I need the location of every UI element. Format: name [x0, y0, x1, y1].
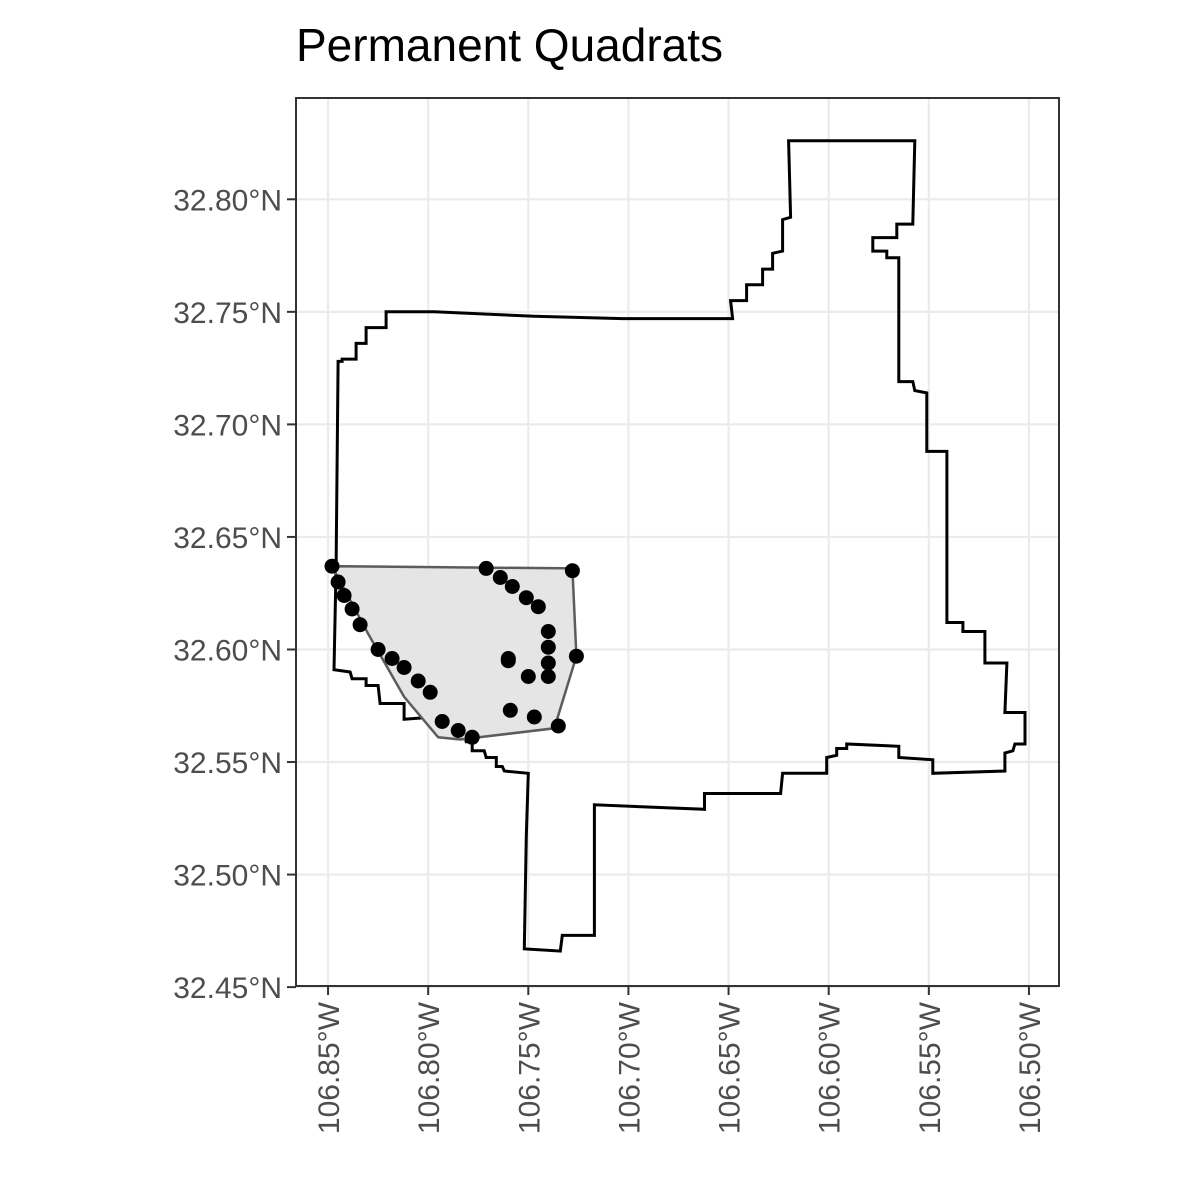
- quadrat-point-28: [502, 702, 518, 718]
- quadrat-point-21: [540, 669, 556, 684]
- plot-panel-border: [295, 97, 1060, 987]
- quadrat-point-16: [518, 590, 534, 606]
- plot-title: Permanent Quadrats: [296, 19, 724, 71]
- quadrat-point-18: [540, 624, 556, 639]
- quadrat-point-6: [384, 651, 400, 666]
- x-axis: 106.85°W 106.80°W 106.75°W 106.70°W 106.65°W…: [313, 986, 1047, 1134]
- quadrat-point-4: [352, 617, 368, 633]
- quadrat-point-19: [540, 639, 556, 655]
- quadrat-point-11: [450, 723, 466, 738]
- quadrat-point-17: [530, 599, 546, 615]
- quadrat-point-27: [526, 709, 542, 725]
- quadrat-point-2: [336, 588, 352, 603]
- quadrat-point-9: [422, 684, 438, 700]
- x-tick-label-3: 106.70°W: [613, 1001, 646, 1134]
- quadrat-point-13: [478, 560, 494, 576]
- quadrat-point-23: [564, 563, 580, 579]
- y-tick-label-7: 32.80°N: [173, 184, 282, 217]
- quadrat-point-25: [500, 653, 516, 669]
- y-tick-label-6: 32.75°N: [173, 297, 282, 330]
- quadrat-point-12: [464, 729, 480, 745]
- x-tick-label-2: 106.75°W: [513, 1001, 546, 1134]
- quadrat-point-26: [520, 669, 536, 684]
- plot-panel-background: [296, 98, 1059, 986]
- quadrat-point-10: [434, 714, 450, 729]
- y-tick-label-1: 32.50°N: [173, 860, 282, 893]
- quadrat-points: [324, 558, 584, 745]
- quadrat-point-29: [550, 718, 566, 734]
- quadrat-point-20: [540, 655, 556, 671]
- y-tick-label-0: 32.45°N: [173, 972, 282, 1005]
- x-tick-label-7: 106.50°W: [1014, 1001, 1047, 1134]
- y-axis: 32.45°N 32.50°N 32.55°N 32.60°N 32.65°N 32.70…: [173, 184, 296, 1005]
- quadrat-point-5: [370, 642, 386, 657]
- quadrat-point-22: [568, 648, 584, 664]
- quadrat-point-7: [396, 660, 412, 675]
- y-tick-label-4: 32.65°N: [173, 522, 282, 555]
- x-tick-label-5: 106.60°W: [814, 1001, 847, 1134]
- y-tick-label-2: 32.55°N: [173, 747, 282, 780]
- y-tick-label-5: 32.70°N: [173, 409, 282, 442]
- x-tick-label-1: 106.80°W: [413, 1001, 446, 1134]
- quadrat-point-0: [324, 558, 340, 574]
- x-tick-label-4: 106.65°W: [714, 1001, 747, 1134]
- quadrat-point-8: [410, 673, 426, 689]
- x-tick-label-6: 106.55°W: [914, 1001, 947, 1134]
- x-tick-label-0: 106.85°W: [313, 1001, 346, 1134]
- y-tick-label-3: 32.60°N: [173, 634, 282, 667]
- quadrat-point-15: [504, 579, 520, 594]
- quadrat-point-14: [492, 570, 508, 585]
- quadrat-point-3: [344, 601, 360, 617]
- quadrat-point-1: [330, 574, 346, 590]
